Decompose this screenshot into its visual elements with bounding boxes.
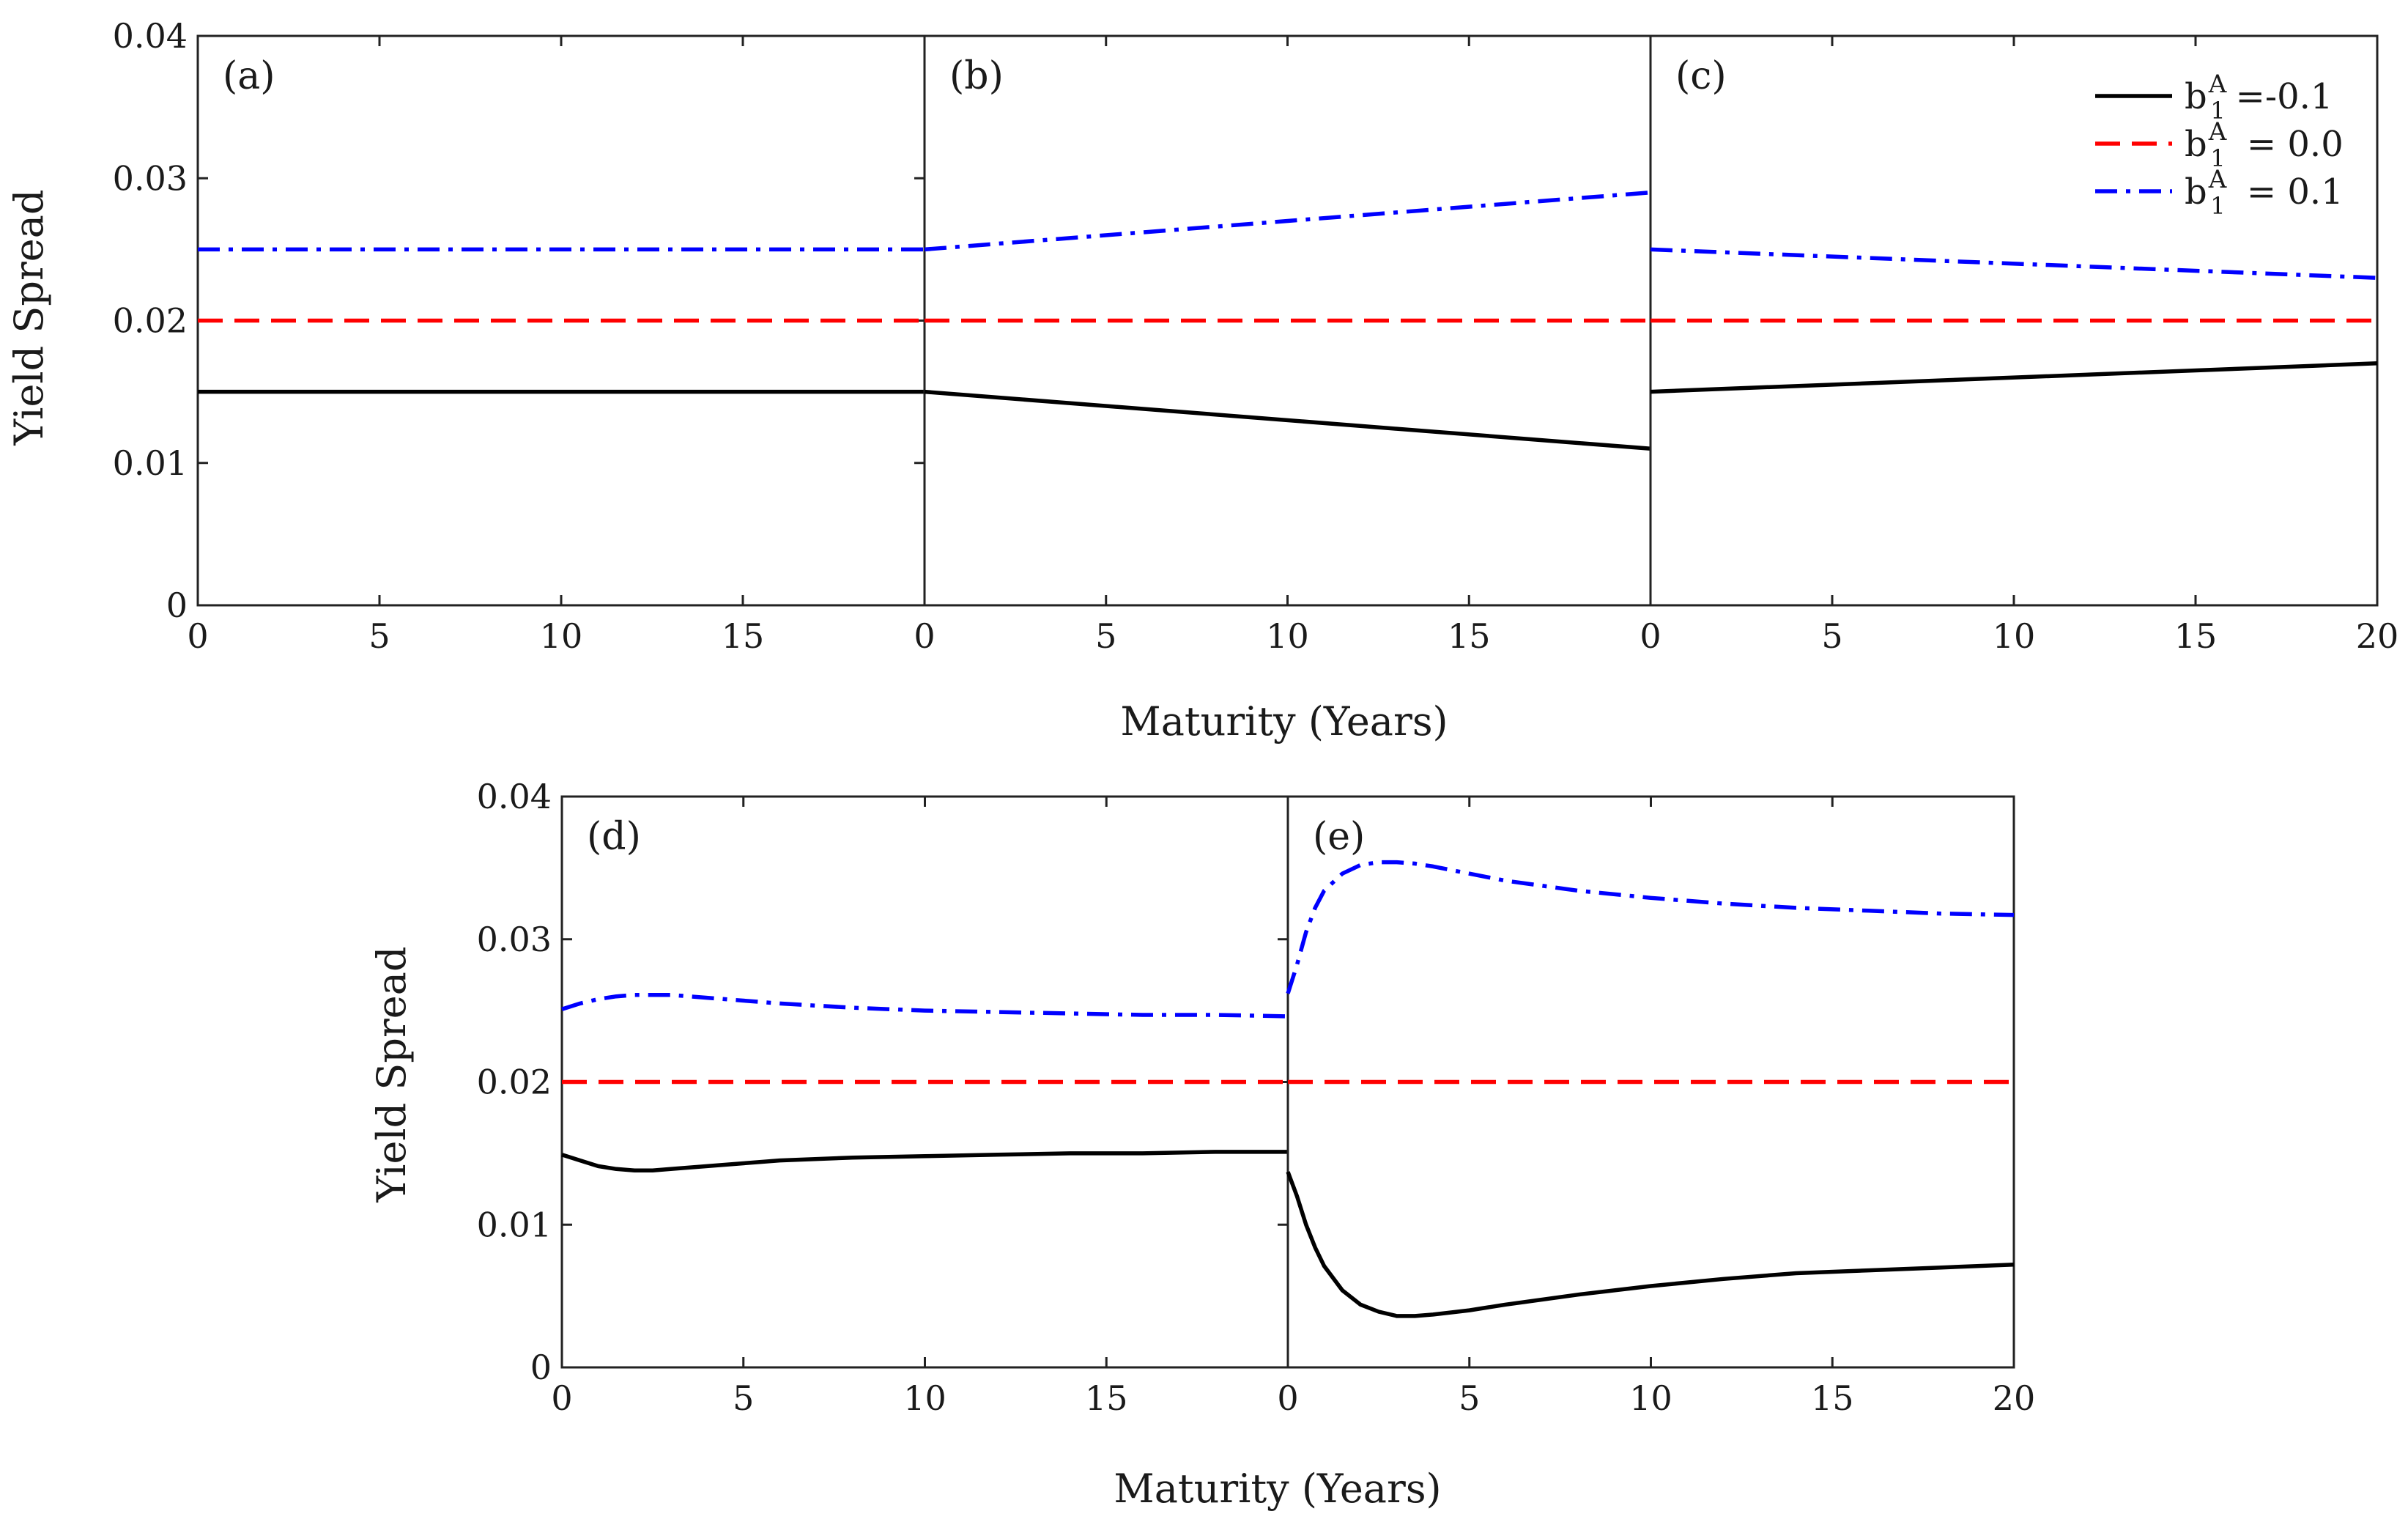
x-tick-label: 5 (1459, 1378, 1480, 1418)
panel-label: (b) (949, 54, 1004, 98)
x-tick-label: 15 (722, 616, 765, 656)
series-line-solid (561, 1150, 1288, 1172)
x-tick-label: 10 (1993, 616, 2036, 656)
y-tick-label: 0.02 (113, 301, 188, 341)
y-tick-label: 0.01 (477, 1205, 552, 1244)
x-tick-label: 0 (914, 616, 935, 656)
legend-entry-label: bA 1 = 0.1 (2185, 165, 2344, 220)
series-line-dash-dot (1286, 860, 2015, 994)
legend-entry-label: bA 1 =-0.1 (2185, 70, 2333, 125)
y-tick-label: 0.03 (113, 158, 188, 198)
x-tick-label: 20 (2356, 616, 2399, 656)
x-tick-label: 0 (187, 616, 208, 656)
x-tick-label: 0 (1640, 616, 1661, 656)
bottom-row-ylabel: Yield Spread (368, 946, 415, 1203)
top-row-ylabel: Yield Spread (6, 189, 52, 446)
panel-2: 0 5 10 15 (b) (914, 34, 1652, 656)
y-tick-label: 0.04 (113, 16, 188, 56)
x-tick-label: 15 (1811, 1378, 1854, 1418)
series-line-solid (1286, 1171, 2015, 1318)
x-tick-label: 10 (1629, 1378, 1672, 1418)
axes-frame (923, 34, 1652, 607)
y-tick-label: 0.04 (477, 777, 552, 816)
panel-5: 0 5 10 15 20 (e) (1277, 795, 2036, 1418)
top-row-xlabel: Maturity (Years) (1120, 698, 1448, 745)
y-tick-label: 0.02 (477, 1063, 552, 1102)
panel-4: 0 5 10 15 0 0.01 0.02 0.03 0.04 (d) (477, 777, 1289, 1418)
panel-label: (e) (1313, 815, 1365, 859)
x-tick-label: 10 (540, 616, 583, 656)
panels-layer: 0 5 10 15 0 0.01 0.02 0.03 0.04 (a) 0 5 10 15 (b) 0 5 10 1… (113, 16, 2399, 1418)
x-tick-label: 15 (1085, 1378, 1128, 1418)
series-line-dash-dot (924, 190, 1651, 252)
x-tick-label: 20 (1993, 1378, 2036, 1418)
axes-frame (1286, 795, 2015, 1369)
x-tick-label: 10 (1266, 616, 1309, 656)
x-tick-label: 5 (1821, 616, 1842, 656)
bottom-row-xlabel: Maturity (Years) (1114, 1466, 1441, 1512)
legend-entry-label: bA 1 = 0.0 (2185, 117, 2344, 172)
x-tick-label: 15 (1448, 616, 1491, 656)
series-line-dash-dot (1650, 247, 2378, 280)
axes-frame (560, 795, 1289, 1369)
y-tick-label: 0.01 (113, 443, 188, 483)
y-tick-label: 0.03 (477, 920, 552, 959)
x-tick-label: 5 (733, 1378, 754, 1418)
series-line-solid (924, 389, 1651, 451)
x-tick-label: 0 (1277, 1378, 1298, 1418)
panel-1: 0 5 10 15 0 0.01 0.02 0.03 0.04 (a) (113, 16, 926, 656)
panel-label: (a) (223, 54, 275, 98)
series-line-solid (1650, 361, 2378, 394)
series-line-dash-dot (561, 992, 1289, 1019)
legend: bA 1 =-0.1bA 1 = 0.0bA 1 = 0.1 (2095, 70, 2344, 220)
panel-label: (d) (587, 815, 641, 859)
panel-3: 0 5 10 15 20 (c) (1640, 34, 2399, 656)
axes-frame (196, 34, 926, 607)
axes-frame (1649, 34, 2379, 607)
x-tick-label: 10 (903, 1378, 946, 1418)
x-tick-label: 5 (368, 616, 390, 656)
y-tick-label: 0 (166, 585, 188, 625)
x-tick-label: 15 (2174, 616, 2218, 656)
x-tick-label: 0 (551, 1378, 572, 1418)
y-tick-label: 0 (530, 1348, 552, 1387)
x-tick-label: 5 (1095, 616, 1116, 656)
panel-label: (c) (1675, 54, 1727, 98)
